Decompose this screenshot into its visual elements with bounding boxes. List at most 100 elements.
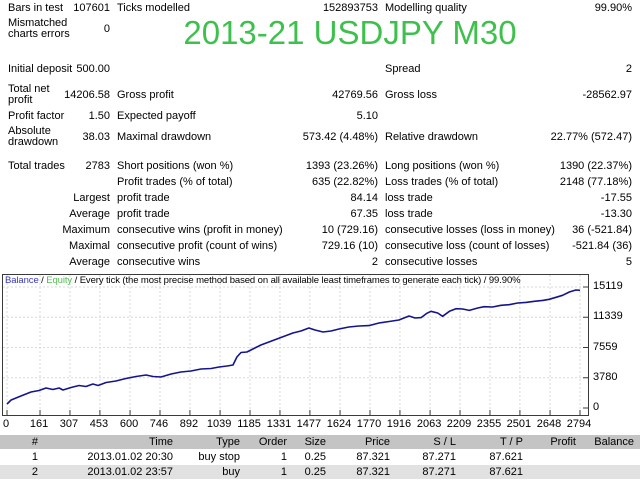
chart-plot-area bbox=[2, 274, 589, 416]
y-axis-label: 0 bbox=[593, 401, 600, 413]
stats-cell: Maximal drawdown 573.42 (4.48%) bbox=[117, 124, 378, 150]
stats-cell bbox=[117, 56, 378, 82]
stats-cell: Profit trades (% of total) 635 (22.82%) bbox=[117, 174, 378, 190]
stat-value: 22.77% (572.47) bbox=[550, 131, 632, 143]
stats-cell: Modelling quality 99.90% bbox=[385, 0, 632, 16]
trade-cell: 87.321 bbox=[356, 451, 390, 463]
stats-cell: consecutive profit (count of wins) 729.16… bbox=[117, 238, 378, 254]
stats-cell: consecutive wins (profit in money) 10 (72… bbox=[117, 222, 378, 238]
stats-row: Absolute drawdown 38.03 Maximal drawdown 57… bbox=[0, 124, 640, 150]
stat-label: consecutive wins (profit in money) bbox=[117, 224, 283, 236]
trade-row[interactable]: 1 2013.01.02 20:30 buy stop 1 0.25 87.321 87.2… bbox=[0, 450, 640, 464]
stat-value: -28562.97 bbox=[582, 89, 632, 101]
x-axis-label: 746 bbox=[149, 418, 169, 430]
x-axis-label: 1477 bbox=[296, 418, 322, 430]
stats-cell: consecutive losses (loss in money) 36 (-5… bbox=[385, 222, 632, 238]
stat-value: 2148 (77.18%) bbox=[559, 176, 632, 188]
stat-label: consecutive losses (loss in money) bbox=[385, 224, 555, 236]
stats-row: Profit factor 1.50 Expected payoff 5.10 bbox=[0, 108, 640, 124]
trades-header-cell: # bbox=[31, 436, 38, 448]
stat-value: 152893753 bbox=[322, 2, 378, 14]
stat-label: Gross profit bbox=[117, 89, 174, 101]
stat-value: 99.90% bbox=[594, 2, 632, 14]
stats-cell: consecutive losses 5 bbox=[385, 254, 632, 270]
trade-cell: 0.25 bbox=[304, 451, 326, 463]
trade-cell: 0.25 bbox=[304, 466, 326, 478]
stats-cell: Spread 2 bbox=[385, 56, 632, 82]
stat-value: Maximal bbox=[69, 240, 110, 252]
stat-value: -521.84 (36) bbox=[572, 240, 632, 252]
report-title: 2013-21 USDJPY M30 bbox=[183, 14, 517, 51]
stat-value: -17.55 bbox=[600, 192, 632, 204]
trade-cell: 1 bbox=[31, 451, 38, 463]
trade-cell: 1 bbox=[280, 466, 287, 478]
stats-row: Profit trades (% of total) 635 (22.82%) Lo… bbox=[0, 174, 640, 190]
trades-header-cell: Profit bbox=[550, 436, 576, 448]
stat-label: consecutive loss (count of losses) bbox=[385, 240, 550, 252]
trades-header-cell: Order bbox=[258, 436, 287, 448]
stat-value: 14206.58 bbox=[64, 89, 110, 101]
stat-label: Long positions (won %) bbox=[385, 160, 500, 172]
stats-cell: Total trades 2783 bbox=[8, 158, 110, 174]
stat-label: Maximal drawdown bbox=[117, 131, 212, 143]
stat-value: Average bbox=[69, 208, 110, 220]
stats-row: Bars in test 107601 Ticks modelled 15289375… bbox=[0, 0, 640, 16]
trade-cell: 87.271 bbox=[422, 451, 456, 463]
trade-row[interactable]: 2 2013.01.02 23:57 buy 1 0.25 87.321 87.271 87.… bbox=[0, 465, 640, 479]
trades-header-row: # Time Type Order Size Price S / L T / P Profit B… bbox=[0, 435, 640, 449]
stats-cell: loss trade -13.30 bbox=[385, 206, 632, 222]
stat-value: 67.35 bbox=[350, 208, 378, 220]
stat-label: profit trade bbox=[117, 192, 170, 204]
trade-cell: 87.621 bbox=[489, 451, 523, 463]
stat-label: Mismatched charts errors bbox=[8, 17, 70, 40]
trades-header-cell: Time bbox=[148, 436, 173, 448]
stat-value: 729.16 (10) bbox=[321, 240, 378, 252]
stat-label: loss trade bbox=[385, 208, 433, 220]
stats-cell: Bars in test 107601 bbox=[8, 0, 110, 16]
stats-row: Maximum consecutive wins (profit in money… bbox=[0, 222, 640, 238]
stats-cell bbox=[8, 174, 110, 190]
x-axis-label: 2501 bbox=[506, 418, 532, 430]
balance-chart: Balance / Equity / Every tick (the most … bbox=[0, 272, 640, 432]
trade-cell: 87.621 bbox=[489, 466, 523, 478]
trades-header-cell: Balance bbox=[594, 436, 634, 448]
stat-value: -13.30 bbox=[600, 208, 632, 220]
stats-cell: Total net profit 14206.58 bbox=[8, 82, 110, 108]
stat-label: Total net profit bbox=[8, 83, 50, 106]
stats-cell: profit trade 67.35 bbox=[117, 206, 378, 222]
stat-value: 1.50 bbox=[88, 110, 110, 122]
x-axis-label: 161 bbox=[29, 418, 49, 430]
y-axis-label: 15119 bbox=[593, 280, 623, 292]
stats-cell: Absolute drawdown 38.03 bbox=[8, 124, 110, 150]
stat-label: Ticks modelled bbox=[117, 2, 190, 14]
trades-header-cell: T / P bbox=[499, 436, 523, 448]
trades-header-cell: S / L bbox=[433, 436, 456, 448]
stat-label: Short positions (won %) bbox=[117, 160, 234, 172]
stat-value: Maximum bbox=[62, 224, 110, 236]
x-axis-label: 307 bbox=[59, 418, 79, 430]
trades-table: # Time Type Order Size Price S / L T / P Profit B… bbox=[0, 435, 640, 480]
stat-label: Spread bbox=[385, 63, 421, 75]
trades-header-cell: Price bbox=[364, 436, 390, 448]
stat-value: 573.42 (4.48%) bbox=[302, 131, 378, 143]
trades-header-cell: Size bbox=[304, 436, 326, 448]
x-axis-label: 1185 bbox=[237, 418, 261, 430]
x-axis-label: 1331 bbox=[266, 418, 292, 430]
stats-cell: Long positions (won %) 1390 (22.37%) bbox=[385, 158, 632, 174]
backtest-report-stats: Bars in test 107601 Ticks modelled 15289375… bbox=[0, 0, 640, 270]
stats-cell: Average bbox=[8, 206, 110, 222]
balance-line bbox=[6, 289, 581, 405]
stat-value: 84.14 bbox=[350, 192, 378, 204]
legend-method-text: / Every tick (the most precise method ba… bbox=[72, 275, 521, 286]
stat-label: Profit factor bbox=[8, 109, 65, 122]
stat-label: Relative drawdown bbox=[385, 131, 478, 143]
stat-label: consecutive losses bbox=[385, 256, 478, 268]
balance-curve-svg bbox=[3, 275, 588, 415]
y-axis-label: 11339 bbox=[593, 310, 623, 323]
stat-label: Modelling quality bbox=[385, 2, 467, 14]
stats-cell: consecutive loss (count of losses) -521.8… bbox=[385, 238, 632, 254]
stats-row: Total trades 2783 Short positions (won %) 1… bbox=[0, 158, 640, 174]
stat-value: 5 bbox=[625, 256, 632, 268]
stat-label: consecutive profit (count of wins) bbox=[117, 240, 278, 252]
stat-label: Absolute drawdown bbox=[8, 125, 59, 148]
